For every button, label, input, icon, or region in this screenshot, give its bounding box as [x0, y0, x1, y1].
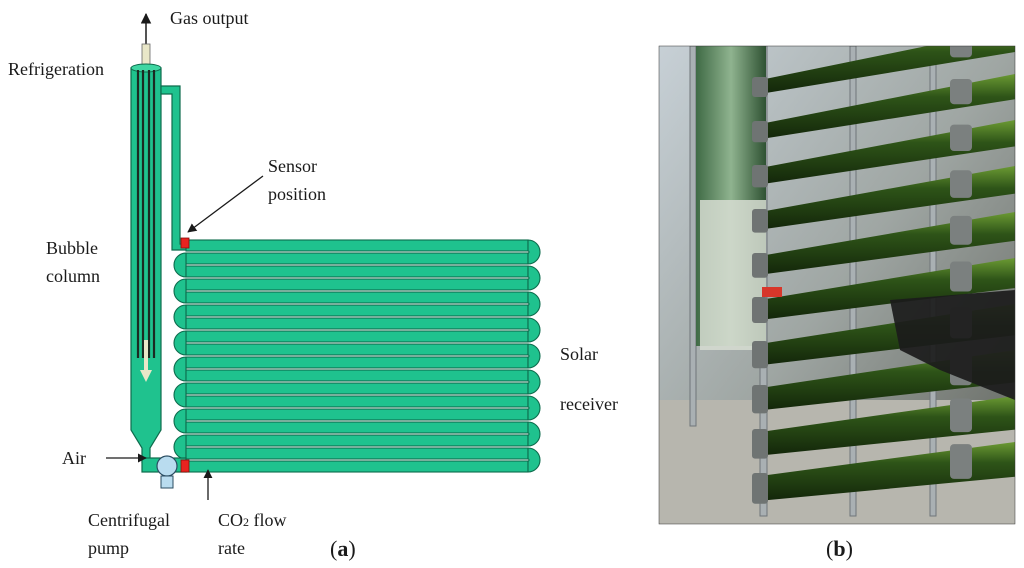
- photo-red-clip: [762, 287, 782, 297]
- receiver-bend-left: [173, 356, 187, 382]
- panel-a-caption: (a): [330, 536, 356, 561]
- photo-tube-coupling: [752, 77, 768, 97]
- receiver-bend-right: [527, 239, 541, 265]
- receiver-tube: [185, 239, 529, 252]
- receiver-bend-right: [527, 369, 541, 395]
- panel-b-photo: (b): [658, 45, 1016, 561]
- receiver-bend-right: [527, 421, 541, 447]
- label-air: Air: [62, 448, 86, 468]
- receiver-tube: [185, 291, 529, 304]
- receiver-bend-left: [173, 304, 187, 330]
- receiver-bend-right: [527, 265, 541, 291]
- sensor-marker-top: [180, 237, 190, 249]
- receiver-tube: [185, 382, 529, 395]
- photo-tube-coupling: [752, 385, 768, 414]
- photo-tube-coupling: [752, 341, 768, 369]
- receiver-bend-left: [173, 408, 187, 434]
- riser-pipe: [160, 85, 189, 251]
- receiver-tube: [185, 434, 529, 447]
- receiver-bend-left: [173, 278, 187, 304]
- receiver-bend-right: [527, 447, 541, 473]
- label-pump-line1: Centrifugal: [88, 510, 170, 530]
- receiver-tube: [185, 408, 529, 421]
- receiver-tube: [185, 447, 529, 460]
- receiver-tube: [185, 421, 529, 434]
- photo-black-cover: [890, 290, 1015, 400]
- bubble-column-top: [130, 63, 162, 73]
- photo-tube-coupling: [950, 444, 972, 479]
- photo-tube-array: [752, 46, 1015, 504]
- photo-tube-coupling: [950, 215, 972, 245]
- panel-b-caption: (b): [826, 536, 853, 561]
- photo-tube-coupling: [752, 121, 768, 143]
- receiver-tube: [185, 317, 529, 330]
- label-co2-line1: CO2 flow: [218, 510, 287, 530]
- receiver-bend-left: [173, 330, 187, 356]
- photo-tube-coupling: [752, 297, 768, 323]
- gas-outlet-pipe: [141, 43, 151, 67]
- bubble-column: [130, 67, 162, 463]
- photo-tube-coupling: [752, 473, 768, 504]
- label-solar-line2: receiver: [560, 394, 618, 414]
- receiver-tube: [185, 278, 529, 291]
- receiver-bend-left: [173, 252, 187, 278]
- photo-tube-coupling: [752, 429, 768, 459]
- panel-a-schematic: Gas output Refrigeration Sensor position…: [8, 8, 618, 561]
- receiver-tube: [185, 265, 529, 278]
- receiver-bend-right: [527, 395, 541, 421]
- receiver-tube: [185, 395, 529, 408]
- photo-tube-coupling: [752, 209, 768, 233]
- centrifugal-pump: [156, 455, 178, 489]
- photo-tube-coupling: [950, 398, 972, 433]
- label-bubble-line1: Bubble: [46, 238, 98, 258]
- photo-tube-coupling: [950, 170, 972, 198]
- label-solar-line1: Solar: [560, 344, 598, 364]
- label-refrigeration: Refrigeration: [8, 59, 104, 79]
- photo-tube-coupling: [950, 124, 972, 152]
- photo-frame: [658, 45, 1016, 525]
- sensor-marker-bottom: [180, 459, 190, 473]
- receiver-tube: [185, 369, 529, 382]
- photo-tube-coupling: [950, 46, 972, 58]
- solar-receiver-tubes: [173, 239, 541, 473]
- photo-tube-coupling: [950, 79, 972, 105]
- receiver-bend-right: [527, 317, 541, 343]
- photo-tube-coupling: [752, 253, 768, 278]
- receiver-tube: [185, 343, 529, 356]
- label-sensor-line1: Sensor: [268, 156, 317, 176]
- label-bubble-line2: column: [46, 266, 100, 286]
- label-co2-line2: rate: [218, 538, 245, 558]
- receiver-tube: [185, 460, 529, 473]
- receiver-tube: [185, 304, 529, 317]
- photo-tube-coupling: [752, 165, 768, 188]
- photo-tube: [760, 46, 1015, 94]
- receiver-bend-left: [173, 434, 187, 460]
- refrigeration-coil: [136, 70, 156, 358]
- receiver-bend-right: [527, 343, 541, 369]
- receiver-tube: [185, 356, 529, 369]
- label-pump-line2: pump: [88, 538, 129, 558]
- receiver-tube: [185, 252, 529, 265]
- receiver-tube: [185, 330, 529, 343]
- label-gas-output: Gas output: [170, 8, 249, 28]
- photo-tube-coupling: [950, 261, 972, 292]
- receiver-bend-left: [173, 382, 187, 408]
- sensor-leader-arrow: [187, 175, 264, 233]
- label-sensor-line2: position: [268, 184, 326, 204]
- receiver-bend-right: [527, 291, 541, 317]
